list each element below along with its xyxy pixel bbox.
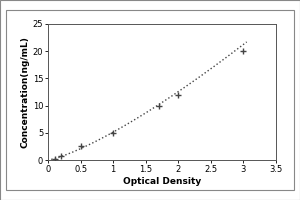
X-axis label: Optical Density: Optical Density: [123, 177, 201, 186]
Y-axis label: Concentration(ng/mL): Concentration(ng/mL): [21, 36, 30, 148]
